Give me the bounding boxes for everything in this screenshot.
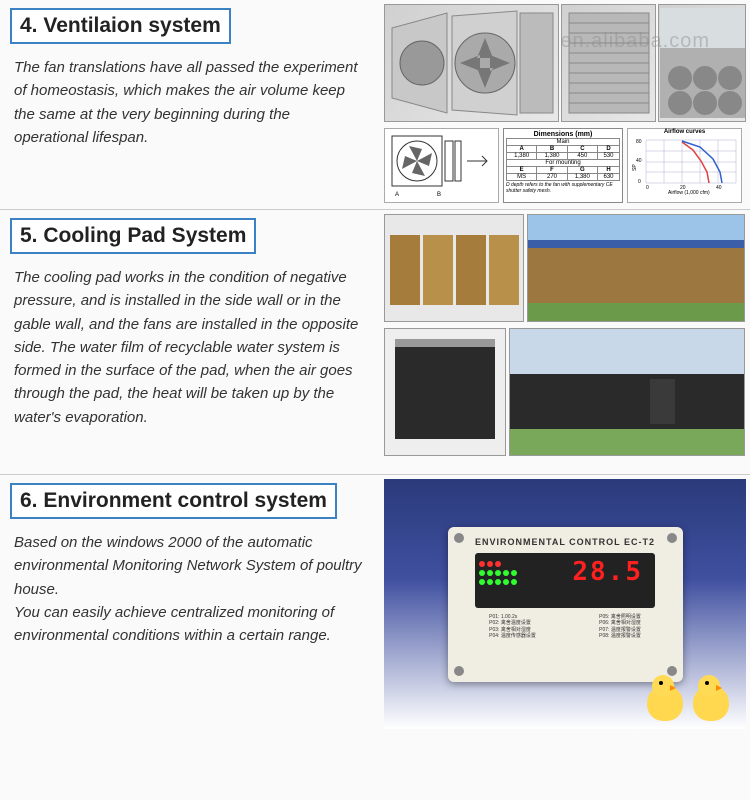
section-6-left: 6. Environment control system Based on t… xyxy=(0,475,380,735)
section-4-text: The fan translations have all passed the… xyxy=(10,56,370,149)
airflow-chart: Airflow curves SP 02040 04080 Airflow (1… xyxy=(627,128,742,203)
section-6-text: Based on the windows 2000 of the automat… xyxy=(10,531,370,647)
section-6-header: 6. Environment control system xyxy=(10,483,337,519)
fan-cone-image xyxy=(384,4,559,122)
controller-display: 28.5 xyxy=(572,557,643,604)
building-fans-image xyxy=(658,4,746,122)
section-6-title: 6. Environment control system xyxy=(20,489,327,512)
controller-legend: P01: 1.00.2sP02: 禽舍温度设置P03: 禽舍相对湿度P04: 温… xyxy=(458,614,673,640)
cooling-pad-image-4 xyxy=(509,328,745,456)
dimensions-table: Dimensions (mm) Main ABCD 1,3801,3804505… xyxy=(503,128,623,203)
screw-icon xyxy=(667,533,677,543)
section-environment-control: 6. Environment control system Based on t… xyxy=(0,475,750,735)
section-5-title: 5. Cooling Pad System xyxy=(20,224,246,247)
svg-text:SP: SP xyxy=(632,164,638,171)
cooling-pad-image-1 xyxy=(384,214,524,322)
controller-image: ENVIRONMENTAL CONTROL EC-T2 28.5 P01: 1.… xyxy=(384,479,746,729)
shutter-image xyxy=(561,4,656,122)
svg-text:0: 0 xyxy=(638,179,641,185)
screw-icon xyxy=(454,666,464,676)
svg-text:40: 40 xyxy=(636,158,642,164)
controller-leds xyxy=(479,557,517,604)
section-4-images: en.alibaba.com AB xyxy=(380,0,750,209)
svg-text:A: A xyxy=(395,192,399,198)
fan-diagram: AB xyxy=(384,128,499,203)
section-4-title: 4. Ventilaion system xyxy=(20,14,221,37)
screw-icon xyxy=(454,533,464,543)
section-4-header: 4. Ventilaion system xyxy=(10,8,231,44)
svg-text:80: 80 xyxy=(636,139,642,145)
controller-label: ENVIRONMENTAL CONTROL EC-T2 xyxy=(458,537,673,547)
cooling-pad-image-2 xyxy=(527,214,745,322)
chick-icon xyxy=(644,673,686,721)
section-6-images: ENVIRONMENTAL CONTROL EC-T2 28.5 P01: 1.… xyxy=(380,475,750,735)
section-5-header: 5. Cooling Pad System xyxy=(10,218,256,254)
section-4-left: 4. Ventilaion system The fan translation… xyxy=(0,0,380,209)
environmental-controller: ENVIRONMENTAL CONTROL EC-T2 28.5 P01: 1.… xyxy=(448,527,683,682)
svg-text:Airflow (1,000 cfm): Airflow (1,000 cfm) xyxy=(668,190,710,195)
cooling-pad-image-3 xyxy=(384,328,506,456)
controller-panel: 28.5 xyxy=(475,553,655,608)
svg-text:0: 0 xyxy=(646,185,649,191)
svg-text:40: 40 xyxy=(716,185,722,191)
section-5-text: The cooling pad works in the condition o… xyxy=(10,266,370,429)
svg-text:B: B xyxy=(437,192,441,198)
chick-icon xyxy=(690,673,732,721)
section-ventilation: 4. Ventilaion system The fan translation… xyxy=(0,0,750,210)
section-5-images xyxy=(380,210,750,474)
section-5-left: 5. Cooling Pad System The cooling pad wo… xyxy=(0,210,380,474)
section-cooling-pad: 5. Cooling Pad System The cooling pad wo… xyxy=(0,210,750,475)
